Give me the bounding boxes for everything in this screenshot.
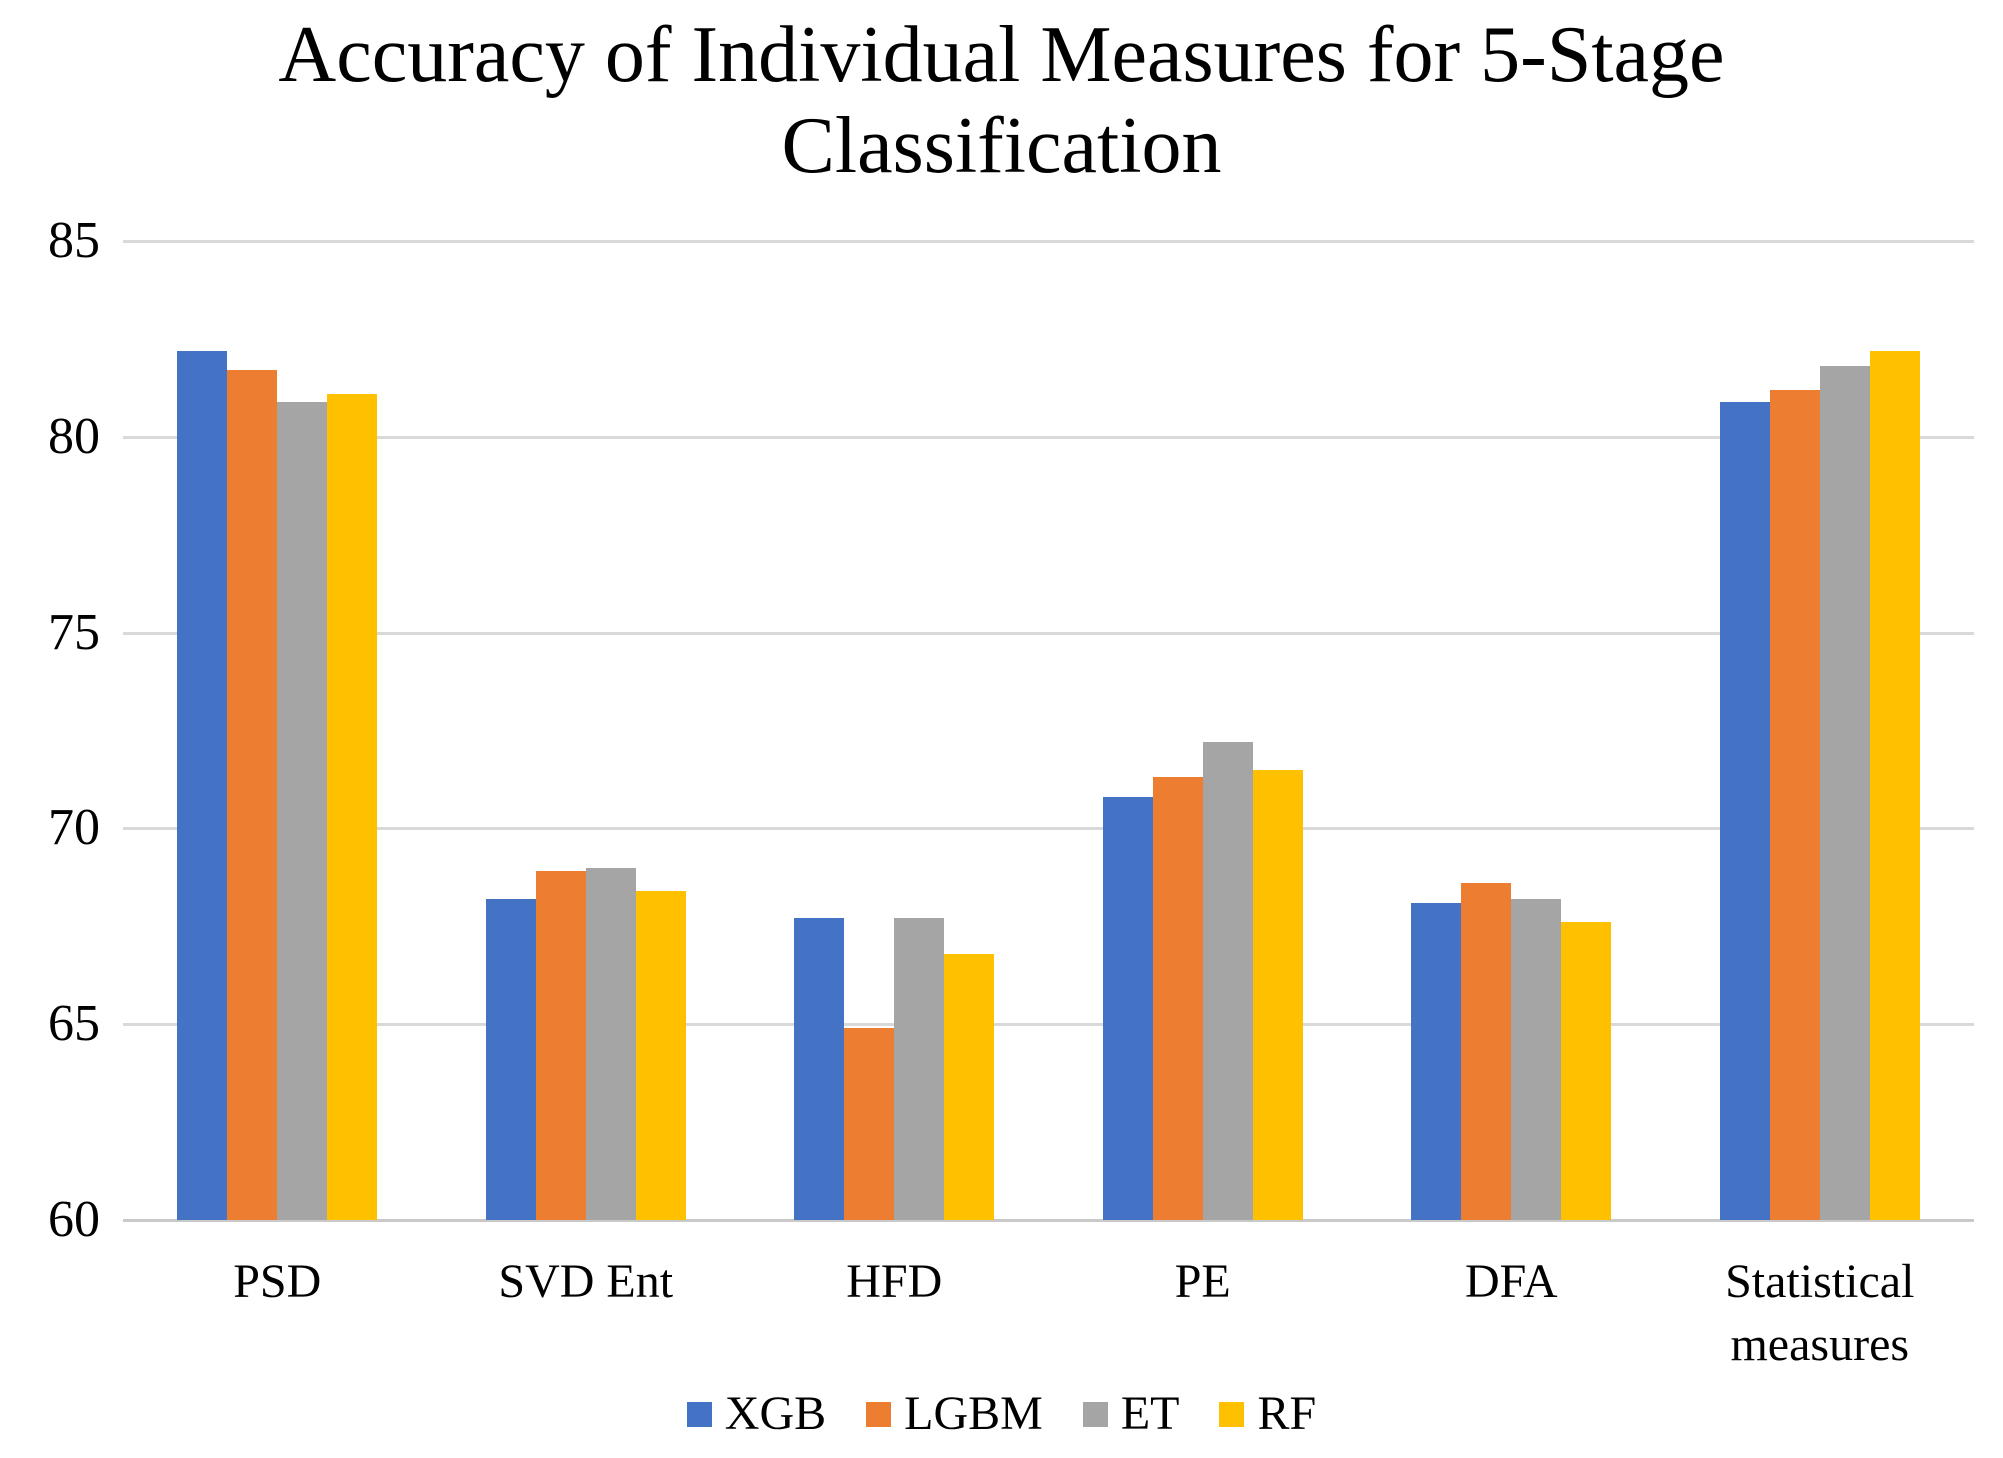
gridline-85 bbox=[123, 240, 1974, 243]
legend-label-rf: RF bbox=[1257, 1387, 1317, 1440]
bar-statistical-measures-lgbm bbox=[1769, 389, 1820, 1220]
bar-dfa-lgbm bbox=[1461, 883, 1512, 1220]
gridline-75 bbox=[123, 631, 1974, 635]
gridline-80 bbox=[123, 435, 1974, 439]
legend-label-et: ET bbox=[1120, 1387, 1180, 1440]
bar-svd-ent-et bbox=[585, 867, 636, 1220]
bar-pe-xgb bbox=[1102, 797, 1153, 1220]
bar-psd-et bbox=[277, 401, 328, 1220]
bar-dfa-xgb bbox=[1411, 902, 1462, 1220]
bar-psd-xgb bbox=[177, 350, 228, 1220]
category-label-statistical-measures: Statistical measures bbox=[1725, 1255, 1915, 1372]
category-label-psd: PSD bbox=[233, 1255, 322, 1308]
bar-dfa-rf bbox=[1561, 922, 1612, 1220]
y-axis-tick-85: 85 bbox=[48, 212, 100, 269]
bar-svd-ent-lgbm bbox=[535, 871, 586, 1220]
legend-swatch-et bbox=[1082, 1401, 1108, 1427]
gridline-60 bbox=[123, 1219, 1974, 1222]
category-label-hfd: HFD bbox=[846, 1255, 943, 1308]
legend-label-lgbm: LGBM bbox=[904, 1387, 1043, 1440]
legend-swatch-rf bbox=[1219, 1401, 1245, 1427]
category-label-svd-ent: SVD Ent bbox=[498, 1255, 674, 1308]
y-axis-tick-80: 80 bbox=[48, 407, 100, 465]
bar-statistical-measures-rf bbox=[1869, 350, 1920, 1220]
chart-title: Accuracy of Individual Measures for 5-St… bbox=[278, 11, 1725, 191]
y-axis-tick-75: 75 bbox=[48, 603, 100, 661]
gridline-70 bbox=[123, 827, 1974, 831]
bar-svd-ent-xgb bbox=[485, 898, 536, 1220]
bar-psd-rf bbox=[327, 393, 378, 1220]
legend-item-rf: RF bbox=[1219, 1387, 1317, 1441]
category-label-pe: PE bbox=[1174, 1255, 1231, 1308]
bar-statistical-measures-et bbox=[1819, 366, 1870, 1220]
legend-item-et: ET bbox=[1082, 1387, 1180, 1441]
bar-psd-lgbm bbox=[227, 370, 278, 1220]
bar-hfd-xgb bbox=[794, 918, 845, 1220]
bar-pe-lgbm bbox=[1152, 777, 1203, 1220]
y-axis-tick-65: 65 bbox=[48, 995, 100, 1053]
bar-statistical-measures-xgb bbox=[1719, 401, 1770, 1220]
bar-pe-rf bbox=[1252, 769, 1303, 1220]
gridline-65 bbox=[123, 1023, 1974, 1027]
bar-dfa-et bbox=[1511, 898, 1562, 1220]
legend-label-xgb: XGB bbox=[724, 1387, 827, 1440]
bar-hfd-et bbox=[894, 918, 945, 1220]
bar-svd-ent-rf bbox=[635, 891, 686, 1220]
category-label-dfa: DFA bbox=[1465, 1255, 1558, 1308]
legend-swatch-xgb bbox=[686, 1401, 712, 1427]
y-axis-tick-60: 60 bbox=[48, 1191, 100, 1248]
bar-hfd-rf bbox=[944, 953, 995, 1220]
bar-hfd-lgbm bbox=[844, 1028, 895, 1220]
legend-item-xgb: XGB bbox=[686, 1387, 827, 1441]
legend: XGB LGBM ET RF bbox=[0, 1387, 2003, 1441]
bar-pe-et bbox=[1202, 742, 1253, 1220]
legend-swatch-lgbm bbox=[866, 1401, 892, 1427]
legend-item-lgbm: LGBM bbox=[866, 1387, 1043, 1441]
y-axis-tick-70: 70 bbox=[48, 799, 100, 857]
